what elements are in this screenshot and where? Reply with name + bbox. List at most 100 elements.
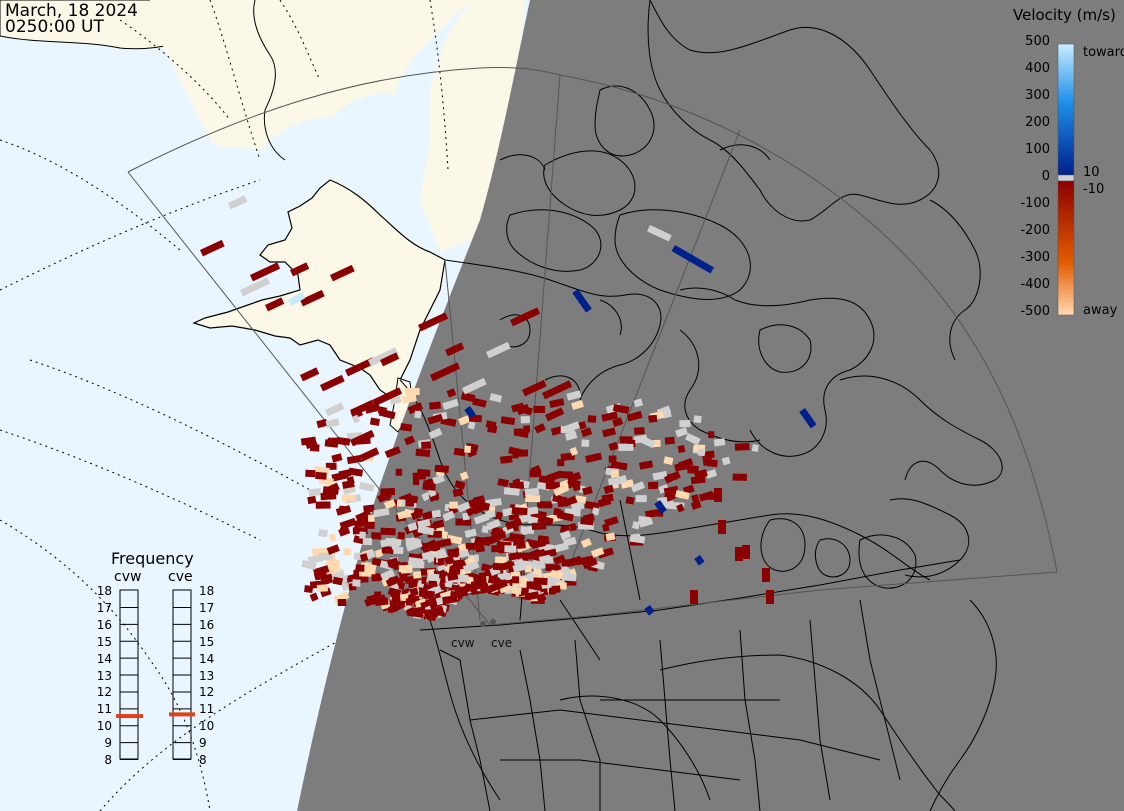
velocity-cell bbox=[675, 427, 688, 438]
velocity-cell bbox=[353, 519, 365, 528]
frequency-tick-label: 9 bbox=[104, 736, 112, 751]
velocity-cell bbox=[566, 390, 582, 401]
frequency-tick-label: 10 bbox=[96, 719, 112, 734]
velocity-cell bbox=[500, 416, 516, 426]
colorbar-tick: 500 bbox=[1025, 34, 1050, 49]
velocity-cell bbox=[421, 491, 431, 502]
map-time: 0250:00 UT bbox=[5, 17, 104, 37]
velocity-cell bbox=[422, 541, 440, 553]
frequency-tick-label: 8 bbox=[199, 753, 207, 767]
alaska-land bbox=[192, 179, 446, 401]
velocity-cell bbox=[690, 500, 702, 510]
frequency-tick-label: 17 bbox=[96, 600, 112, 615]
velocity-cell bbox=[400, 423, 413, 432]
velocity-cell bbox=[428, 573, 440, 582]
velocity-cell bbox=[315, 471, 327, 480]
velocity-cell bbox=[421, 441, 432, 449]
velocity-cell bbox=[629, 534, 646, 544]
velocity-cell bbox=[387, 587, 402, 598]
velocity-cell bbox=[318, 528, 328, 538]
colorbar-pos-threshold: 10 bbox=[1083, 165, 1100, 180]
velocity-cell bbox=[602, 523, 610, 532]
velocity-cell bbox=[473, 513, 490, 525]
velocity-cell bbox=[472, 397, 487, 408]
velocity-cell bbox=[497, 572, 511, 581]
velocity-cell bbox=[664, 436, 675, 445]
velocity-cell bbox=[385, 575, 401, 588]
velocity-cell bbox=[437, 569, 447, 579]
velocity-cell bbox=[363, 504, 375, 513]
frequency-tick-label: 12 bbox=[199, 685, 215, 700]
colorbar-toward-label: toward bbox=[1083, 45, 1124, 60]
velocity-cell bbox=[369, 417, 381, 427]
velocity-cell bbox=[520, 525, 534, 536]
velocity-cell bbox=[511, 402, 525, 413]
velocity-cell-zero bbox=[647, 225, 672, 242]
night-region bbox=[297, 0, 1124, 811]
velocity-cell bbox=[585, 555, 595, 564]
graticule bbox=[0, 0, 449, 811]
velocity-cell bbox=[509, 532, 525, 542]
frequency-tick-label: 14 bbox=[96, 651, 112, 666]
velocity-cell bbox=[536, 548, 546, 558]
velocity-cell bbox=[324, 402, 345, 417]
velocity-cell bbox=[447, 548, 460, 557]
velocity-cell bbox=[328, 533, 337, 542]
velocity-cell bbox=[462, 560, 480, 573]
velocity-cell bbox=[563, 536, 577, 547]
velocity-cell bbox=[635, 495, 647, 503]
velocity-cell bbox=[618, 443, 634, 451]
velocity-cell bbox=[449, 501, 459, 509]
frequency-tick-label: 13 bbox=[199, 668, 215, 683]
velocity-cell bbox=[705, 468, 718, 479]
velocity-cell bbox=[524, 487, 540, 497]
frequency-panels bbox=[119, 589, 192, 761]
velocity-cell bbox=[472, 573, 487, 583]
velocity-cell bbox=[634, 427, 645, 435]
velocity-cell bbox=[322, 482, 340, 496]
velocity-cell bbox=[678, 457, 694, 470]
velocity-cell bbox=[333, 591, 350, 604]
velocity-colorbar bbox=[1057, 43, 1075, 316]
velocity-cell-toward bbox=[644, 604, 655, 616]
velocity-cell bbox=[498, 582, 512, 594]
frequency-tick-label: 17 bbox=[199, 600, 215, 615]
velocity-cell bbox=[512, 576, 519, 584]
velocity-cell bbox=[509, 307, 541, 327]
velocity-cell bbox=[708, 431, 715, 439]
colorbar-tick: 200 bbox=[1025, 115, 1050, 130]
velocity-cell bbox=[580, 517, 594, 526]
frequency-tick-label: 11 bbox=[96, 702, 112, 717]
velocity-cell-toward bbox=[287, 292, 306, 307]
velocity-cell bbox=[409, 495, 419, 504]
velocity-cell bbox=[486, 518, 502, 531]
velocity-cell bbox=[388, 600, 406, 614]
velocity-cell bbox=[316, 418, 328, 429]
velocity-cell bbox=[429, 401, 442, 410]
velocity-cell bbox=[312, 565, 330, 577]
velocity-cell bbox=[612, 403, 630, 414]
velocity-cell bbox=[563, 495, 578, 507]
velocity-cell bbox=[342, 494, 357, 502]
velocity-cell bbox=[718, 520, 726, 534]
velocity-cell bbox=[553, 483, 570, 497]
velocity-cell bbox=[639, 460, 654, 470]
velocity-cell bbox=[648, 481, 659, 490]
velocity-cell bbox=[358, 481, 375, 492]
velocity-cell bbox=[590, 547, 605, 558]
velocity-cell bbox=[605, 532, 616, 542]
velocity-cell bbox=[318, 552, 333, 561]
velocity-cell bbox=[561, 573, 577, 582]
velocity-cell bbox=[450, 563, 459, 573]
velocity-cell bbox=[582, 486, 593, 496]
velocity-cell bbox=[309, 444, 320, 452]
velocity-cell bbox=[553, 554, 566, 566]
chukotka-land bbox=[150, 0, 470, 150]
velocity-cell bbox=[531, 539, 546, 549]
velocity-cell bbox=[249, 262, 281, 282]
velocity-cell bbox=[533, 405, 546, 413]
velocity-cell bbox=[489, 393, 503, 403]
velocity-cell bbox=[383, 498, 396, 510]
velocity-cell bbox=[371, 574, 380, 582]
